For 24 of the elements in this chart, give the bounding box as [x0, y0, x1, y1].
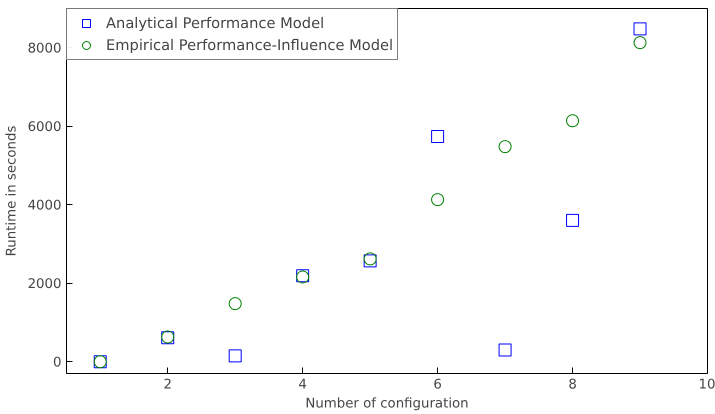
point	[634, 36, 647, 50]
y-tick-label: 8000	[28, 42, 62, 57]
x-tick-label: 6	[433, 378, 442, 392]
point	[566, 114, 580, 128]
point	[431, 193, 444, 206]
y-tick-label: 6000	[28, 120, 62, 136]
point	[498, 343, 512, 356]
point	[566, 214, 580, 227]
y-tick-label: 0	[53, 356, 62, 371]
x-tick-label: 10	[698, 378, 715, 392]
x-tick-label: 2	[163, 378, 172, 392]
y-axis-title: Runtime in seconds	[4, 126, 20, 256]
legend-label: Analytical Performance Model	[106, 14, 324, 32]
y-tick-label: 4000	[28, 198, 62, 214]
x-axis-title: Number of configuration	[305, 396, 469, 412]
point	[634, 22, 647, 36]
y-tick-label: 2000	[28, 277, 62, 292]
x-tick-label: 4	[298, 378, 307, 392]
x-tick-label: 8	[568, 378, 577, 392]
legend-label: Empirical Performance-Influence Model	[106, 36, 394, 54]
point	[498, 140, 512, 154]
point	[431, 130, 444, 143]
point	[228, 297, 242, 310]
point	[228, 349, 242, 362]
